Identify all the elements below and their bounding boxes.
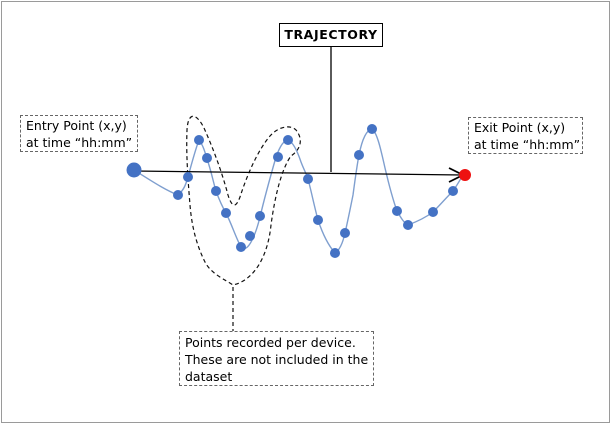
recorded-point xyxy=(313,215,323,225)
recorded-point xyxy=(221,208,231,218)
direction-arrow-line xyxy=(133,170,463,176)
recorded-point xyxy=(448,186,458,196)
exit-point xyxy=(459,169,471,181)
recorded-point xyxy=(202,153,212,163)
entry-label-line2: at time “hh:mm” xyxy=(26,135,133,150)
recorded-points-enclosure xyxy=(186,115,301,333)
recorded-point xyxy=(340,228,350,238)
note-line1: Points recorded per device. xyxy=(185,335,356,350)
entry-point-label: Entry Point (x,y) at time “hh:mm” xyxy=(20,115,138,152)
recorded-point xyxy=(245,231,255,241)
recorded-point xyxy=(173,190,183,200)
note-line2: These are not included in the xyxy=(185,352,369,367)
recorded-point xyxy=(211,186,221,196)
entry-point xyxy=(126,162,142,178)
recorded-point xyxy=(428,207,438,217)
recorded-point xyxy=(183,172,193,182)
recorded-point xyxy=(354,150,364,160)
recorded-points xyxy=(173,124,458,258)
recorded-point xyxy=(273,152,283,162)
recorded-point xyxy=(403,220,413,230)
exit-label-line2: at time “hh:mm” xyxy=(474,137,581,152)
recorded-point xyxy=(303,174,313,184)
exit-label-line1: Exit Point (x,y) xyxy=(474,120,566,135)
recorded-point xyxy=(236,242,246,252)
recorded-point xyxy=(255,211,265,221)
note-line3: dataset xyxy=(185,369,233,384)
entry-label-line1: Entry Point (x,y) xyxy=(26,118,127,133)
exit-point-label: Exit Point (x,y) at time “hh:mm” xyxy=(468,117,583,154)
recorded-point xyxy=(283,135,293,145)
recorded-point xyxy=(392,206,402,216)
trajectory-title: TRAJECTORY xyxy=(279,23,383,47)
recorded-point xyxy=(367,124,377,134)
recorded-points-note: Points recorded per device. These are no… xyxy=(179,331,374,386)
recorded-point xyxy=(194,135,204,145)
recorded-point xyxy=(330,248,340,258)
